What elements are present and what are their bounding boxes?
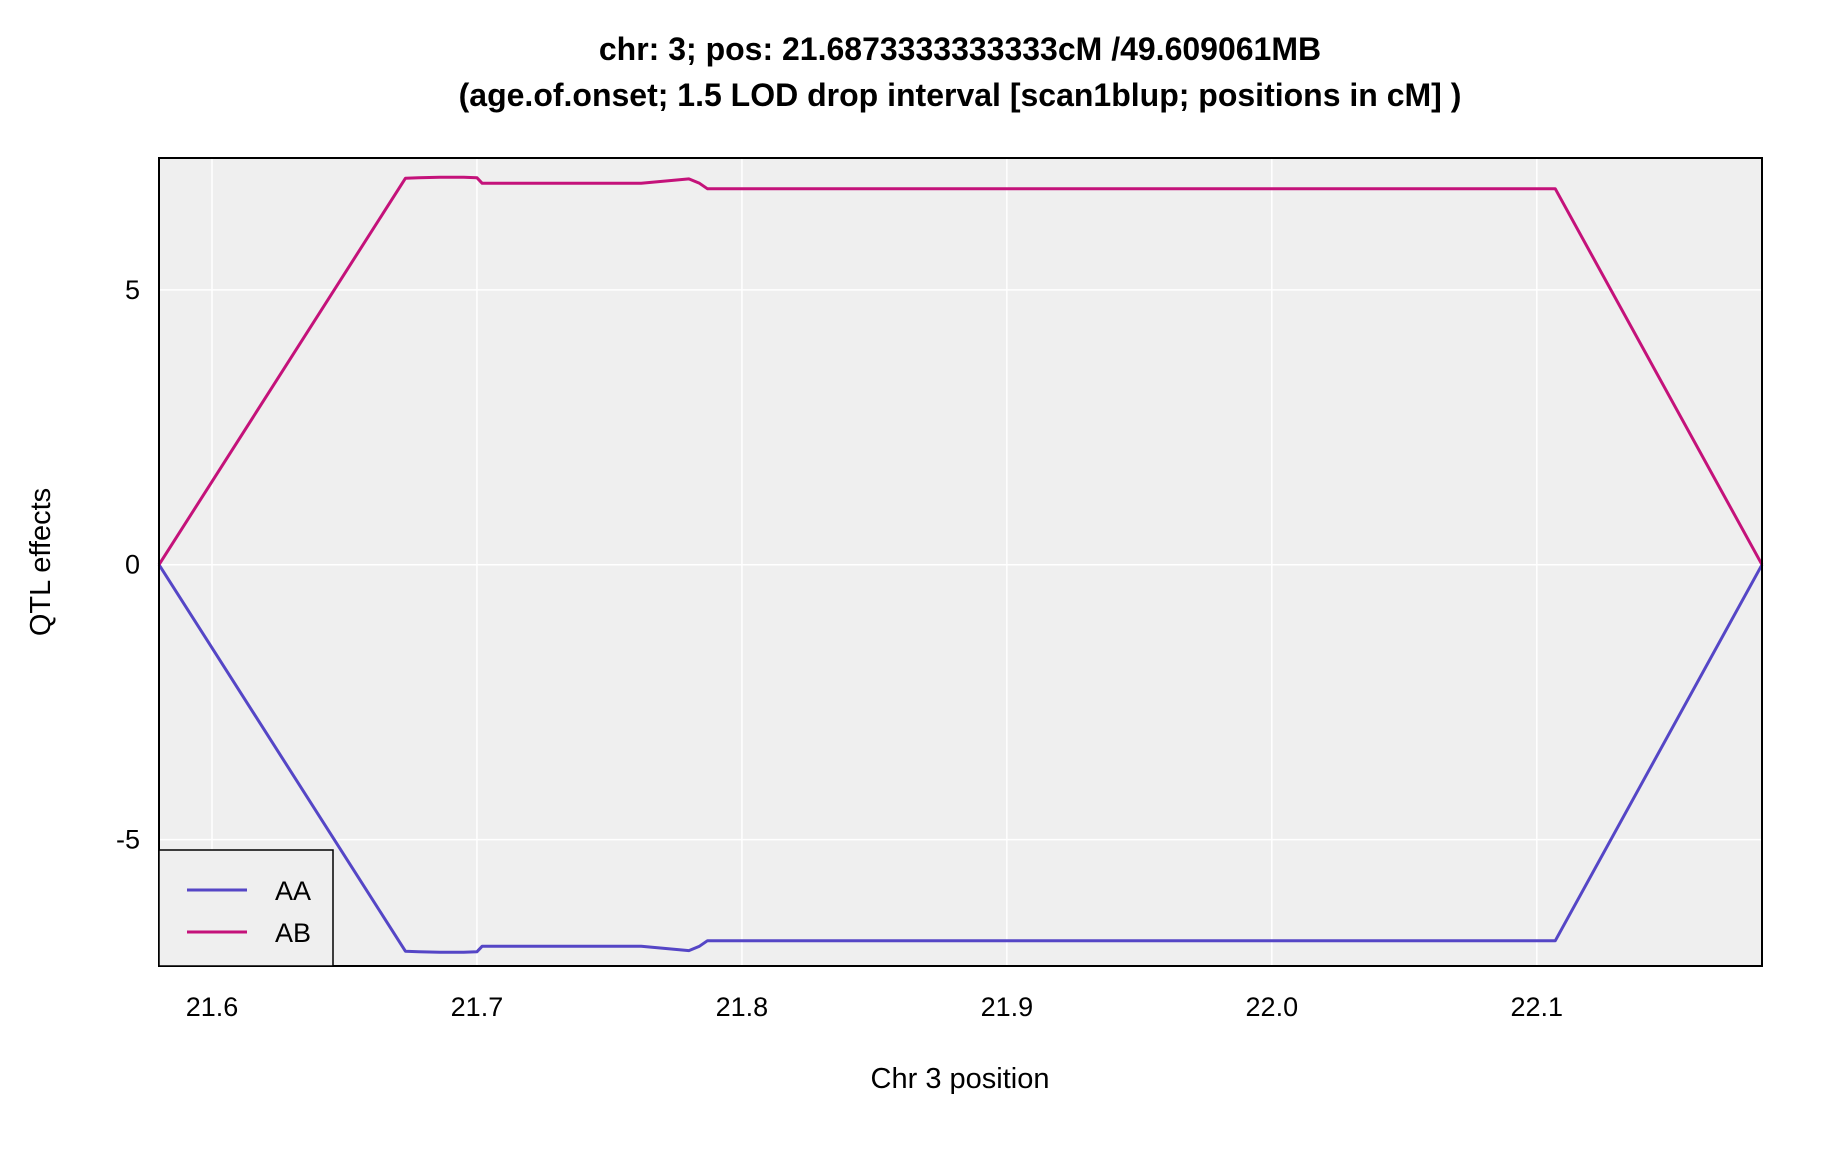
series-layer (157, 175, 1764, 954)
chart-title: chr: 3; pos: 21.6873333333333cM /49.6090… (599, 31, 1321, 67)
plot-area (159, 158, 1762, 966)
series-line-aa (157, 563, 1764, 954)
legend-box (158, 849, 334, 967)
x-tick-label: 21.7 (451, 992, 504, 1022)
x-axis: 21.6 21.7 21.8 21.9 22.0 22.1 (186, 992, 1563, 1022)
x-tick-label: 22.1 (1511, 992, 1564, 1022)
grid (159, 158, 1762, 966)
y-tick-label: 0 (125, 550, 140, 580)
legend: AA AB (158, 849, 334, 967)
y-axis: -5 0 5 (116, 275, 140, 855)
legend-label-aa: AA (275, 876, 311, 906)
chart-subtitle: (age.of.onset; 1.5 LOD drop interval [sc… (459, 77, 1462, 113)
x-tick-label: 22.0 (1246, 992, 1299, 1022)
x-tick-label: 21.8 (716, 992, 769, 1022)
y-tick-label: -5 (116, 825, 140, 855)
legend-label-ab: AB (275, 918, 311, 948)
plot-frame (158, 157, 1763, 967)
series-line-ab (157, 175, 1764, 566)
x-tick-label: 21.9 (981, 992, 1034, 1022)
x-axis-label: Chr 3 position (871, 1063, 1050, 1095)
y-tick-label: 5 (125, 275, 140, 305)
y-axis-label: QTL effects (25, 488, 57, 636)
x-tick-label: 21.6 (186, 992, 239, 1022)
